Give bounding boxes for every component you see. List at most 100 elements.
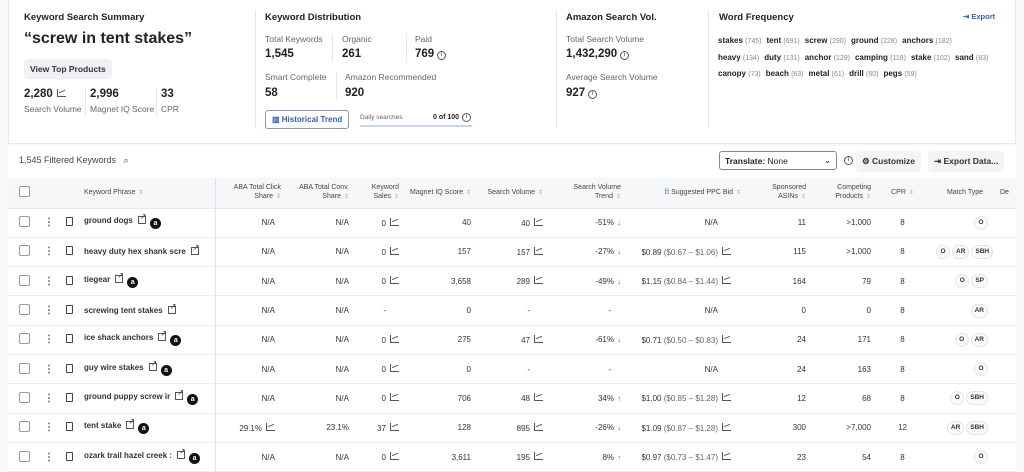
info-icon[interactable]: i: [462, 113, 472, 122]
trash-icon[interactable]: [65, 363, 73, 373]
trash-icon[interactable]: [65, 305, 73, 315]
chart-icon[interactable]: [390, 452, 399, 461]
chart-icon[interactable]: [534, 393, 543, 402]
col-sponsored-asins[interactable]: Sponsored ASINs ⇕: [745, 178, 810, 209]
row-checkbox[interactable]: [18, 421, 30, 433]
amazon-icon[interactable]: a: [138, 423, 150, 435]
info-icon[interactable]: i: [588, 90, 598, 99]
customize-button[interactable]: ⚙ Customize: [856, 151, 921, 172]
trash-icon[interactable]: [65, 392, 73, 402]
more-options-icon[interactable]: ⋮: [44, 392, 54, 404]
external-link-icon[interactable]: [167, 302, 176, 315]
keyword-phrase[interactable]: heavy duty hex shank scre: [84, 247, 186, 257]
chart-icon[interactable]: [722, 246, 731, 255]
trash-icon[interactable]: [65, 422, 73, 432]
table-row[interactable]: ⋮ screwing tent stakes N/A N/A - 0 - - N…: [8, 295, 1016, 326]
col-keyword-phrase[interactable]: Keyword Phrase ⇕: [80, 178, 216, 209]
info-icon[interactable]: i: [437, 51, 447, 60]
keyword-phrase[interactable]: guy wire stakes: [84, 362, 144, 372]
chart-icon[interactable]: [56, 89, 66, 97]
chart-icon[interactable]: [390, 276, 399, 285]
more-options-icon[interactable]: ⋮: [44, 246, 54, 258]
keyword-phrase[interactable]: ground dogs: [84, 216, 133, 226]
chart-icon[interactable]: [390, 217, 399, 226]
row-checkbox[interactable]: [18, 391, 30, 403]
chart-icon[interactable]: [534, 422, 543, 431]
more-options-icon[interactable]: ⋮: [44, 275, 54, 287]
chart-icon[interactable]: [534, 452, 543, 461]
table-row[interactable]: ⋮ ground puppy screw ir a N/A N/A 0 706 4…: [8, 383, 1016, 414]
external-link-icon[interactable]: [115, 271, 124, 283]
row-checkbox[interactable]: [18, 450, 30, 462]
chart-icon[interactable]: [534, 246, 543, 255]
table-row[interactable]: ⋮ tent stake a 29.1% 23.1% 37 128 895 -26…: [8, 413, 1016, 443]
row-checkbox[interactable]: [18, 274, 30, 286]
col-keyword-sales[interactable]: Keyword Sales ⇕: [353, 178, 403, 209]
chart-icon[interactable]: [722, 276, 731, 285]
row-checkbox[interactable]: [18, 304, 30, 316]
row-checkbox[interactable]: [18, 245, 30, 257]
keyword-phrase[interactable]: tiegear: [84, 274, 111, 284]
external-link-icon[interactable]: [137, 212, 147, 225]
keyword-phrase[interactable]: ice shack anchors: [84, 333, 154, 343]
more-options-icon[interactable]: ⋮: [44, 305, 54, 317]
trash-icon[interactable]: [65, 275, 73, 285]
info-icon[interactable]: i: [620, 51, 630, 60]
amazon-icon[interactable]: a: [127, 276, 139, 288]
amazon-icon[interactable]: a: [189, 452, 201, 464]
export-button[interactable]: ⇥ Export: [963, 12, 995, 21]
chart-icon[interactable]: [722, 393, 731, 402]
col-search-volume[interactable]: Search Volume ⇕: [475, 178, 547, 209]
chart-icon[interactable]: [266, 422, 275, 431]
more-options-icon[interactable]: ⋮: [44, 334, 54, 346]
chart-icon[interactable]: [390, 393, 399, 402]
external-link-icon[interactable]: [177, 447, 186, 459]
external-link-icon[interactable]: [126, 417, 135, 430]
col-competing-products[interactable]: Competing Products ⇕: [810, 178, 875, 209]
col-sv-trend[interactable]: Search Volume Trend ⇕: [547, 178, 625, 209]
more-options-icon[interactable]: ⋮: [44, 422, 54, 434]
external-link-icon[interactable]: [158, 329, 167, 342]
row-checkbox[interactable]: [18, 333, 30, 345]
col-click-share[interactable]: ABA Total Click Share ⇕: [215, 178, 285, 209]
search-icon[interactable]: ⌕: [123, 155, 129, 165]
chart-icon[interactable]: [390, 422, 399, 431]
chart-icon[interactable]: [390, 334, 399, 343]
chart-icon[interactable]: [722, 422, 731, 431]
chart-icon[interactable]: [722, 334, 731, 343]
amazon-icon[interactable]: a: [170, 335, 182, 347]
amazon-icon[interactable]: a: [187, 393, 199, 405]
trash-icon[interactable]: [65, 451, 73, 461]
keyword-phrase[interactable]: screwing tent stakes: [84, 306, 163, 316]
external-link-icon[interactable]: [148, 359, 157, 371]
chart-icon[interactable]: [534, 334, 543, 343]
table-row[interactable]: ⋮ ozark trail hazel creek : a N/A N/A 0 3…: [8, 442, 1016, 472]
keyword-phrase[interactable]: ground puppy screw ir: [84, 391, 171, 401]
trash-icon[interactable]: [65, 246, 73, 256]
trash-icon[interactable]: [65, 217, 73, 227]
historical-trend-button[interactable]: ▥ Historical Trend: [265, 110, 350, 129]
trash-icon[interactable]: [65, 334, 73, 344]
keyword-phrase[interactable]: ozark trail hazel creek :: [84, 450, 173, 460]
row-checkbox[interactable]: [18, 362, 30, 374]
external-link-icon[interactable]: [190, 243, 200, 256]
col-ppc-bid[interactable]: ⁞⁞ Suggested PPC Bid ⇕: [625, 178, 745, 209]
external-link-icon[interactable]: [175, 388, 184, 400]
info-icon[interactable]: i: [844, 156, 853, 165]
keyword-phrase[interactable]: tent stake: [84, 421, 122, 431]
table-row[interactable]: ⋮ heavy duty hex shank scre N/A N/A 0 15…: [8, 237, 1016, 268]
translate-select[interactable]: Translate: None ⌄: [719, 151, 837, 170]
row-checkbox[interactable]: [18, 216, 30, 228]
more-options-icon[interactable]: ⋮: [44, 451, 54, 463]
col-magnet-iq[interactable]: Magnet IQ Score ⇕: [403, 178, 475, 209]
table-row[interactable]: ⋮ ground dogs a N/A N/A 0 40 40 -51%↓ N/A…: [8, 208, 1016, 238]
more-options-icon[interactable]: ⋮: [44, 217, 54, 229]
table-row[interactable]: ⋮ tiegear a N/A N/A 0 3,658 289 -49%↓ $1.…: [8, 266, 1016, 297]
chart-icon[interactable]: [534, 276, 543, 285]
table-row[interactable]: ⋮ guy wire stakes a N/A N/A 0 0 - - N/A 2…: [8, 354, 1016, 385]
table-row[interactable]: ⋮ ice shack anchors a N/A N/A 0 275 47 -6…: [8, 325, 1016, 355]
chart-icon[interactable]: [390, 364, 399, 373]
select-all-checkbox[interactable]: [18, 185, 30, 197]
col-conv-share[interactable]: ABA Total Conv. Share ⇕: [285, 178, 353, 209]
more-options-icon[interactable]: ⋮: [44, 363, 54, 375]
